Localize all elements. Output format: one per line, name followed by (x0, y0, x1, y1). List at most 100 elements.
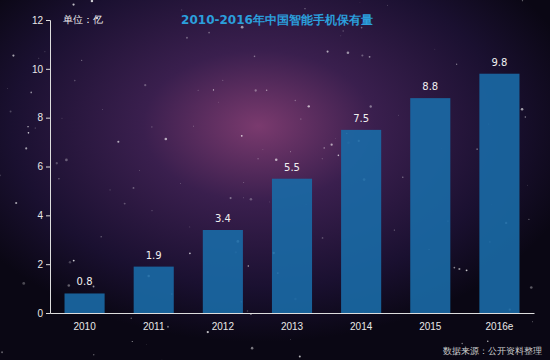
star (161, 359, 163, 360)
star (167, 326, 169, 328)
y-axis-line (46, 21, 51, 314)
star (266, 89, 267, 90)
star (321, 158, 323, 160)
star (528, 219, 529, 220)
star (189, 226, 191, 228)
star (527, 184, 529, 186)
bar (65, 293, 105, 313)
star (269, 201, 271, 203)
data-label: 7.5 (353, 113, 369, 124)
star (304, 8, 305, 9)
star (102, 109, 104, 111)
y-tick: 2 (37, 259, 50, 270)
star (290, 151, 292, 153)
star (290, 339, 292, 341)
star (132, 341, 133, 342)
star (35, 127, 36, 128)
source: 数据来源：公开资料整理 (443, 346, 542, 356)
star (213, 89, 214, 90)
x-tick: 2010 (73, 313, 96, 332)
star (28, 132, 30, 134)
star (12, 55, 14, 57)
star (255, 89, 257, 91)
star (193, 125, 195, 127)
y-tick: 8 (37, 112, 50, 123)
x-tick: 2013 (281, 313, 304, 332)
star (456, 64, 457, 65)
star (342, 30, 343, 31)
star (476, 148, 477, 149)
star (144, 84, 146, 86)
star (218, 101, 220, 103)
y-tick-mark (46, 264, 50, 265)
star (525, 116, 527, 118)
y-tick: 10 (32, 64, 50, 75)
x-tick: 2012 (212, 313, 235, 332)
star (208, 32, 210, 34)
data-label: 8.8 (422, 81, 438, 92)
data-labels: 0.81.93.45.57.58.89.8 (77, 57, 508, 288)
star (139, 170, 141, 172)
y-tick-mark (46, 69, 50, 70)
star (466, 269, 468, 271)
star (330, 143, 332, 145)
star (340, 35, 342, 37)
x-tick-label: 2010 (73, 321, 96, 332)
star (257, 158, 258, 159)
star (458, 268, 460, 270)
star (487, 341, 488, 342)
x-tick: 2014 (350, 313, 373, 332)
star (299, 355, 301, 357)
star (262, 148, 264, 150)
star (146, 344, 148, 346)
star (369, 56, 371, 58)
star (327, 51, 329, 53)
star (30, 92, 32, 94)
star (69, 261, 71, 263)
star (25, 147, 27, 149)
star (81, 60, 82, 61)
y-tick-label: 2 (37, 259, 43, 270)
star (72, 3, 74, 5)
star (530, 286, 533, 289)
star (222, 80, 223, 81)
x-tick: 2011 (143, 313, 165, 332)
data-label: 0.8 (77, 276, 93, 287)
star (338, 155, 340, 157)
bar (341, 130, 381, 313)
star (93, 286, 95, 288)
star (394, 230, 395, 231)
y-tick-label: 0 (37, 308, 43, 319)
y-label: 单位：亿 (63, 14, 103, 25)
bar (410, 98, 450, 313)
x-tick-label: 2014 (350, 321, 373, 332)
star (22, 282, 25, 285)
star (68, 284, 71, 287)
star (58, 178, 60, 180)
star (243, 181, 245, 183)
star (15, 202, 17, 204)
star (74, 80, 76, 82)
star (275, 159, 278, 162)
star (151, 126, 152, 127)
x-axis: 2010201120122013201420152016e (51, 313, 535, 332)
star (308, 105, 310, 107)
star (324, 147, 325, 148)
star (522, 0, 523, 1)
x-tick-label: 2011 (143, 321, 165, 332)
x-axis-line (51, 313, 535, 314)
bar (272, 179, 312, 313)
star (402, 177, 403, 178)
title: 2010-2016年中国智能手机保有量 (181, 13, 373, 27)
chart: 0246810122010201120122013201420152016e0.… (0, 0, 550, 360)
star (10, 111, 12, 113)
x-tick-label: 2013 (281, 321, 304, 332)
star (93, 354, 95, 356)
y-tick-label: 6 (37, 161, 43, 172)
star (27, 126, 28, 127)
star (181, 9, 183, 11)
y-tick-mark (46, 118, 50, 119)
star (230, 197, 232, 199)
star (189, 252, 191, 254)
star (241, 135, 243, 137)
